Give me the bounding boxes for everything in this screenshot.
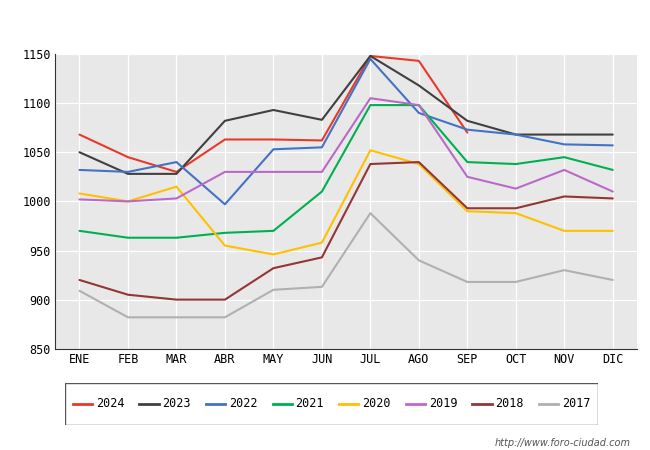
Text: 2024: 2024 [96,397,124,410]
Text: http://www.foro-ciudad.com: http://www.foro-ciudad.com [495,438,630,448]
Text: 2022: 2022 [229,397,257,410]
Text: 2017: 2017 [562,397,590,410]
Text: 2023: 2023 [162,397,190,410]
Text: Afiliados en Sotillo de la Adrada a 30/9/2024: Afiliados en Sotillo de la Adrada a 30/9… [135,15,515,30]
Text: 2019: 2019 [429,397,457,410]
Text: 2020: 2020 [362,397,391,410]
Text: 2018: 2018 [495,397,524,410]
Text: 2021: 2021 [296,397,324,410]
